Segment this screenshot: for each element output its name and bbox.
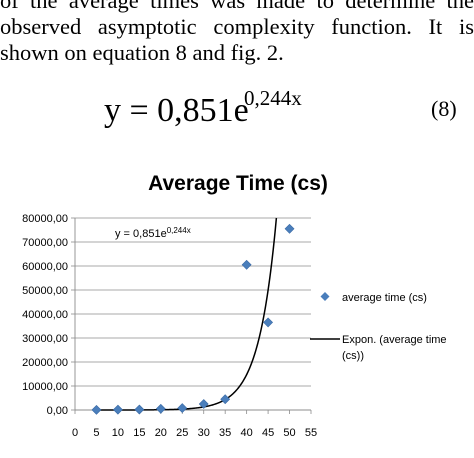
x-tick-label: 55 xyxy=(305,427,317,439)
data-point xyxy=(263,317,274,328)
data-point xyxy=(112,404,123,415)
equation-number: (8) xyxy=(431,96,457,121)
y-tick-label: 30000,00 xyxy=(22,333,68,345)
data-point xyxy=(198,399,209,409)
paper-text: of the average times was made to determi… xyxy=(0,0,474,66)
y-tick-labels: 0,00 10000,00 20000,00 30000,00 40000,00 5000… xyxy=(22,213,68,417)
legend-label: Expon. (average time xyxy=(342,334,447,346)
x-tick-label: 5 xyxy=(93,427,99,439)
trendline-equation-exponent: 0,244x xyxy=(167,226,191,235)
data-point xyxy=(177,403,188,414)
chart-title: Average Time (cs) xyxy=(148,172,328,195)
data-point xyxy=(241,259,252,270)
trendline-equation-base: y = 0,851e xyxy=(115,228,167,240)
y-tick-label: 0,00 xyxy=(47,405,68,417)
chart-legend: average time (cs) Expon. (average time (cs… xyxy=(310,292,447,362)
x-tick-label: 10 xyxy=(112,427,124,439)
y-tick-label: 60000,00 xyxy=(22,261,68,273)
data-point xyxy=(134,404,145,415)
paper-line: of the average times was made to determi… xyxy=(0,0,474,13)
paper-line: shown on equation 8 and fig. 2. xyxy=(0,40,284,65)
x-tick-label: 45 xyxy=(262,427,274,439)
equation-8: y = 0,851e 0,244x (8) xyxy=(0,84,474,132)
data-point xyxy=(220,394,231,405)
trendline-series xyxy=(96,217,278,411)
x-tick-label: 25 xyxy=(176,427,188,439)
x-tick-label: 15 xyxy=(133,427,145,439)
legend-label: (cs)) xyxy=(342,350,364,362)
y-tick-label: 10000,00 xyxy=(22,381,68,393)
x-tick-label: 0 xyxy=(72,427,78,439)
y-tick-label: 50000,00 xyxy=(22,285,68,297)
x-tick-labels: 0 5 10 15 20 25 30 35 40 45 50 55 xyxy=(72,427,317,439)
data-point xyxy=(284,223,295,234)
y-tick-label: 20000,00 xyxy=(22,357,68,369)
axes xyxy=(71,217,312,414)
equation-exponent: 0,244x xyxy=(244,86,302,110)
x-tick-label: 20 xyxy=(155,427,167,439)
equation-body: y = 0,851e xyxy=(104,92,249,129)
exponential-trendline xyxy=(96,217,278,411)
x-tick-label: 50 xyxy=(283,427,295,439)
x-tick-label: 40 xyxy=(241,427,253,439)
y-tick-label: 40000,00 xyxy=(22,309,68,321)
x-tick-label: 30 xyxy=(198,427,210,439)
x-tick-label: 35 xyxy=(219,427,231,439)
y-tick-label: 70000,00 xyxy=(22,237,68,249)
data-point-series xyxy=(91,223,295,415)
data-point xyxy=(155,403,166,414)
grid-lines xyxy=(75,217,311,387)
average-time-chart: Average Time (cs) 0,00 10000,00 20000,00 30… xyxy=(22,172,447,439)
paper-line: observed asymptotic complexity function.… xyxy=(0,14,474,39)
legend-marker-diamond xyxy=(320,292,330,301)
data-point xyxy=(91,404,102,415)
y-tick-label: 80000,00 xyxy=(22,213,68,225)
legend-label: average time (cs) xyxy=(342,292,427,304)
trendline-equation-label: y = 0,851e0,244x xyxy=(115,226,191,240)
